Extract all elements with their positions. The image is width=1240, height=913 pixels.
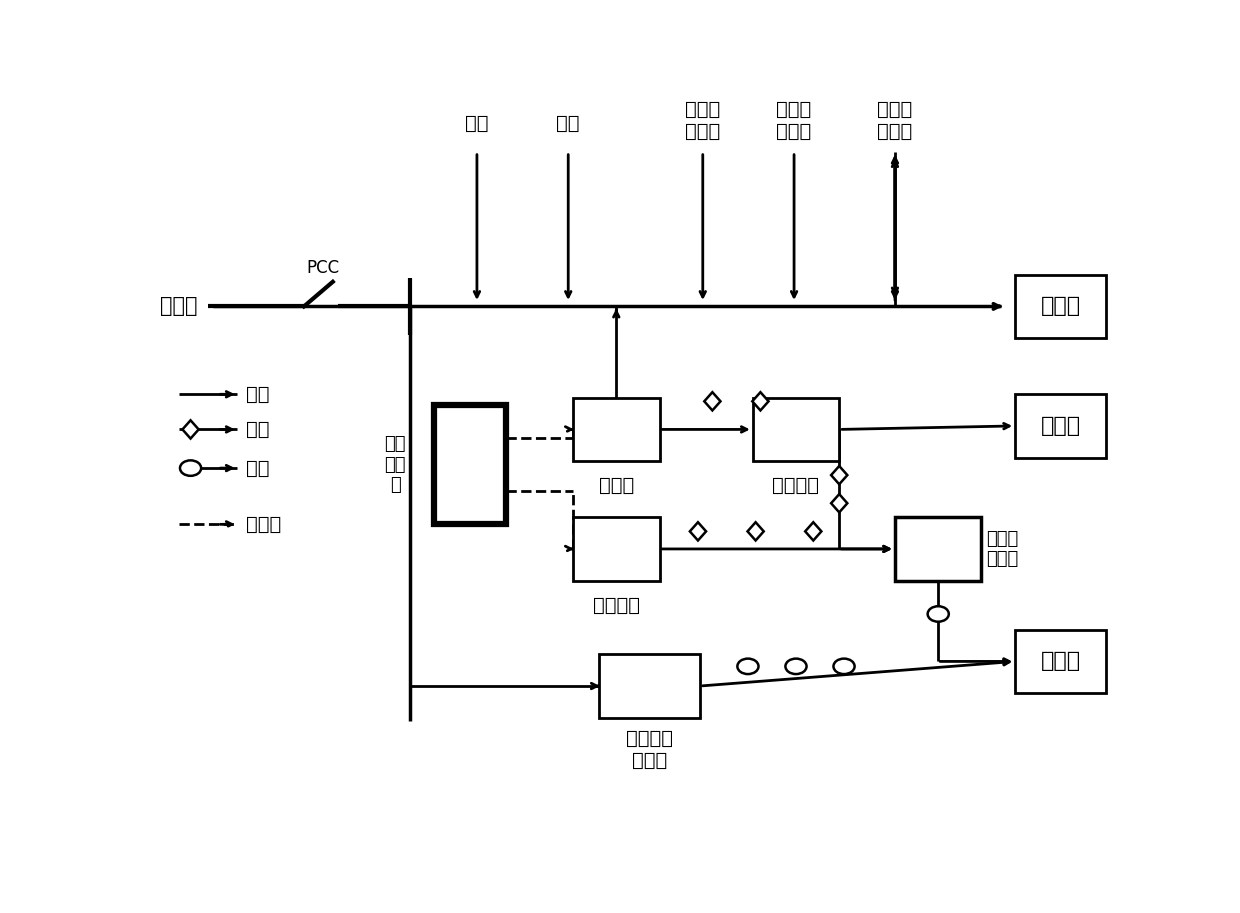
Text: 电负荷: 电负荷 xyxy=(1040,297,1081,317)
Polygon shape xyxy=(182,420,198,438)
Polygon shape xyxy=(704,393,720,411)
Text: 快速启
动机组: 快速启 动机组 xyxy=(776,100,812,141)
Text: 微燃机: 微燃机 xyxy=(599,477,634,495)
Text: 热；: 热； xyxy=(247,420,270,439)
Text: PCC: PCC xyxy=(306,258,340,277)
Polygon shape xyxy=(831,494,847,512)
Bar xyxy=(895,518,982,581)
Polygon shape xyxy=(831,466,847,484)
Text: 余热锅炉: 余热锅炉 xyxy=(773,477,820,495)
Text: 冷；: 冷； xyxy=(247,458,270,477)
Text: 风机: 风机 xyxy=(557,114,580,133)
Text: 光伏: 光伏 xyxy=(465,114,489,133)
Circle shape xyxy=(928,606,949,622)
Text: 压缩式电
制冷机: 压缩式电 制冷机 xyxy=(626,729,673,770)
Circle shape xyxy=(833,658,854,674)
Polygon shape xyxy=(748,522,764,540)
Bar xyxy=(573,398,660,461)
Text: 天然
气网
络: 天然 气网 络 xyxy=(384,435,405,494)
Bar xyxy=(1016,394,1106,457)
Text: 电动汽
车集群: 电动汽 车集群 xyxy=(878,100,913,141)
Bar xyxy=(1016,275,1106,338)
Text: 吸收式
制冷机: 吸收式 制冷机 xyxy=(986,530,1018,568)
Text: 热负荷: 热负荷 xyxy=(1040,416,1081,436)
Bar xyxy=(599,655,699,718)
Polygon shape xyxy=(805,522,821,540)
Bar xyxy=(753,398,839,461)
Text: 配电网: 配电网 xyxy=(160,297,197,317)
Circle shape xyxy=(785,658,806,674)
Bar xyxy=(434,404,506,524)
Text: 冷负荷: 冷负荷 xyxy=(1040,651,1081,671)
Text: 燃气锅炉: 燃气锅炉 xyxy=(593,595,640,614)
Text: 天然气: 天然气 xyxy=(247,515,281,534)
Bar xyxy=(1016,630,1106,693)
Bar xyxy=(573,518,660,581)
Circle shape xyxy=(180,460,201,476)
Polygon shape xyxy=(689,522,706,540)
Text: 常规发
电机组: 常规发 电机组 xyxy=(686,100,720,141)
Polygon shape xyxy=(753,393,769,411)
Text: 电；: 电； xyxy=(247,384,270,404)
Circle shape xyxy=(738,658,759,674)
